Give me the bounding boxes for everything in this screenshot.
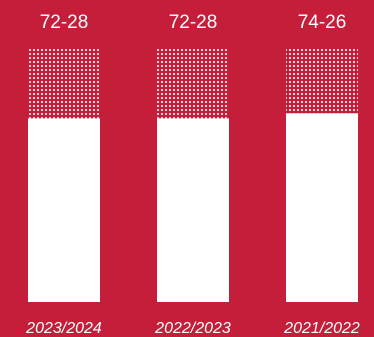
category-label-2021-2022: 2021/2022 (283, 320, 360, 337)
bars-layer (28, 47, 358, 303)
data-label-2023-2024: 72-28 (40, 12, 89, 33)
labels-layer: 72-28 2023/2024 72-28 2022/2023 74-26 2021/20… (25, 12, 360, 337)
bar-segment-solid-2023-2024 (28, 118, 100, 303)
data-label-2022-2023: 72-28 (169, 12, 218, 33)
bar-segment-dotted-2022-2023 (157, 47, 229, 119)
category-label-2022-2023: 2022/2023 (154, 320, 231, 337)
category-label-2023-2024: 2023/2024 (25, 320, 102, 337)
bar-segment-solid-2022-2023 (157, 118, 229, 303)
bar-segment-solid-2021-2022 (286, 113, 358, 302)
data-label-2021-2022: 74-26 (298, 12, 347, 33)
bar-segment-dotted-2021-2022 (286, 47, 358, 114)
bar-segment-dotted-2023-2024 (28, 47, 100, 119)
